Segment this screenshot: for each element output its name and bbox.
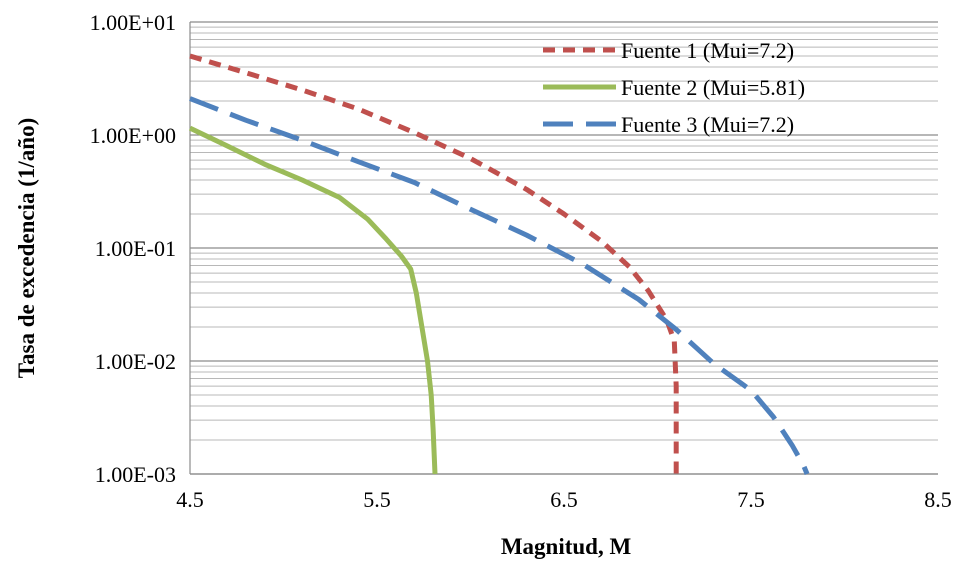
series-layer (188, 53, 810, 475)
y-tick-label: 1.00E-02 (95, 349, 176, 374)
y-tick-label: 1.00E-03 (95, 462, 176, 487)
x-tick-label: 4.5 (176, 487, 204, 512)
axes (189, 22, 938, 475)
legend-label-fuente-1: Fuente 1 (Mui=7.2) (621, 38, 794, 63)
legend: Fuente 1 (Mui=7.2) Fuente 2 (Mui=5.81) Fue… (543, 38, 805, 137)
y-tick-label: 1.00E+01 (90, 10, 176, 35)
series-line-fuente-3 (189, 96, 810, 475)
x-tick-label: 7.5 (737, 487, 765, 512)
series-line-fuente-1 (189, 53, 679, 474)
y-tick-label: 1.00E-01 (95, 236, 176, 261)
x-tick-label: 8.5 (924, 487, 952, 512)
tick-labels: 1.00E-03 1.00E-02 1.00E-01 1.00E+00 1.00E+01… (90, 10, 952, 512)
y-tick-label: 1.00E+00 (90, 123, 176, 148)
x-axis-title: Magnitud, M (501, 534, 632, 559)
x-tick-label: 6.5 (550, 487, 578, 512)
y-axis-title: Tasa de excedencia (1/año) (14, 118, 39, 378)
series-line-fuente-2 (188, 125, 438, 475)
legend-label-fuente-2: Fuente 2 (Mui=5.81) (621, 75, 805, 100)
x-tick-label: 5.5 (363, 487, 391, 512)
grid (190, 21, 938, 475)
legend-label-fuente-3: Fuente 3 (Mui=7.2) (621, 112, 794, 137)
